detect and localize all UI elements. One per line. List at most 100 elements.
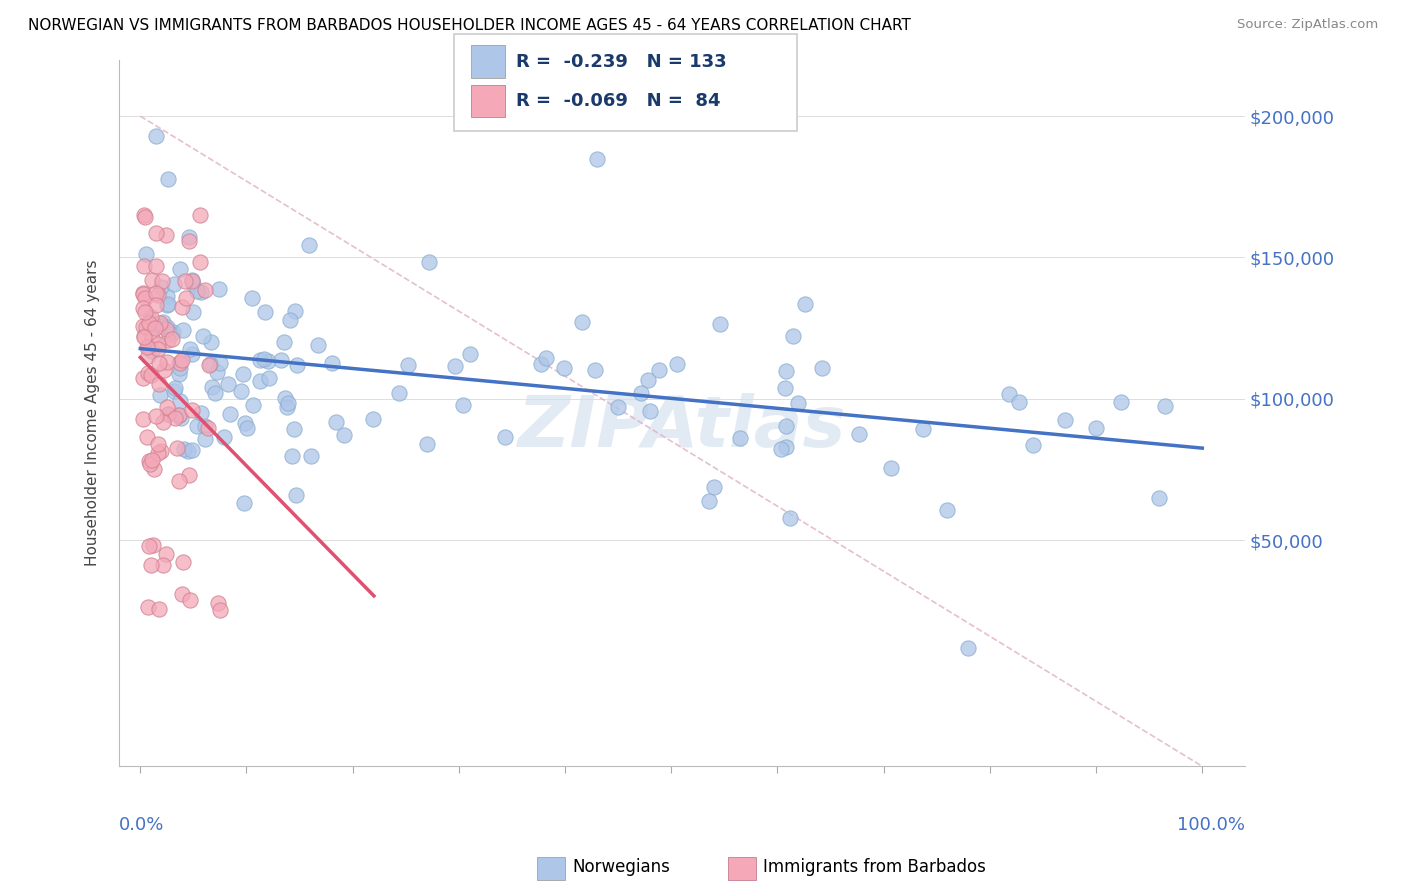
- Point: [198, 357, 221, 371]
- Point: [132, 208, 155, 222]
- Point: [132, 371, 155, 385]
- Point: [287, 358, 309, 372]
- Point: [167, 409, 190, 423]
- Point: [1008, 395, 1031, 409]
- Point: [138, 339, 160, 353]
- Point: [628, 81, 651, 95]
- Text: R =  -0.069   N =  84: R = -0.069 N = 84: [516, 92, 720, 110]
- Point: [177, 230, 200, 244]
- Point: [180, 347, 202, 361]
- Point: [451, 398, 474, 412]
- Point: [146, 437, 169, 451]
- Point: [236, 421, 259, 435]
- Point: [775, 364, 797, 378]
- Point: [697, 494, 720, 508]
- Point: [415, 436, 437, 450]
- Point: [141, 343, 163, 358]
- Point: [307, 337, 329, 351]
- Point: [242, 398, 264, 412]
- Point: [530, 357, 553, 371]
- Point: [444, 359, 467, 374]
- Point: [143, 462, 166, 476]
- Point: [156, 289, 179, 303]
- Point: [647, 363, 669, 377]
- Point: [1154, 399, 1177, 413]
- Point: [145, 286, 167, 301]
- Point: [141, 453, 163, 467]
- Point: [194, 284, 217, 298]
- Point: [136, 339, 159, 353]
- Point: [209, 356, 232, 370]
- Point: [911, 422, 934, 436]
- Point: [152, 415, 174, 429]
- Point: [146, 288, 169, 302]
- Point: [1054, 413, 1077, 427]
- Point: [153, 363, 176, 377]
- Point: [145, 298, 167, 312]
- Point: [1022, 438, 1045, 452]
- Point: [218, 408, 240, 422]
- Point: [332, 428, 354, 442]
- Point: [160, 326, 183, 341]
- Point: [361, 411, 384, 425]
- Point: [160, 332, 183, 346]
- Point: [193, 432, 215, 446]
- Point: [170, 300, 193, 314]
- Point: [149, 316, 172, 330]
- Point: [208, 282, 231, 296]
- Point: [172, 323, 194, 337]
- Point: [132, 329, 155, 343]
- Point: [283, 422, 305, 436]
- Point: [141, 331, 163, 345]
- Point: [134, 329, 156, 343]
- Point: [458, 347, 481, 361]
- Point: [179, 592, 201, 607]
- Point: [259, 370, 281, 384]
- Point: [637, 373, 659, 387]
- Point: [190, 406, 212, 420]
- Point: [149, 280, 172, 294]
- Point: [190, 285, 212, 299]
- Point: [143, 321, 166, 335]
- Point: [139, 368, 162, 383]
- Point: [162, 325, 184, 339]
- Point: [201, 380, 224, 394]
- Point: [172, 587, 194, 601]
- Point: [167, 475, 190, 489]
- Point: [156, 320, 179, 334]
- Point: [136, 349, 159, 363]
- Point: [169, 394, 191, 409]
- Point: [418, 255, 440, 269]
- Point: [141, 314, 163, 328]
- Point: [169, 361, 191, 376]
- Point: [571, 315, 593, 329]
- Point: [172, 555, 194, 569]
- Point: [135, 247, 157, 261]
- Point: [132, 301, 155, 315]
- Point: [1109, 395, 1132, 409]
- Point: [810, 360, 832, 375]
- Point: [274, 392, 297, 406]
- Point: [325, 415, 347, 429]
- Point: [157, 172, 180, 186]
- Point: [997, 387, 1019, 401]
- Y-axis label: Householder Income Ages 45 - 64 years: Householder Income Ages 45 - 64 years: [86, 260, 100, 566]
- Point: [638, 404, 661, 418]
- Point: [138, 540, 160, 554]
- Point: [273, 334, 295, 349]
- Point: [253, 305, 276, 319]
- Point: [217, 377, 239, 392]
- Point: [145, 259, 167, 273]
- Point: [176, 291, 198, 305]
- Point: [169, 408, 191, 422]
- Point: [179, 343, 201, 357]
- Point: [665, 357, 688, 371]
- Point: [138, 457, 160, 471]
- Point: [169, 262, 191, 277]
- Point: [880, 461, 903, 475]
- Text: 100.0%: 100.0%: [1177, 816, 1244, 834]
- Point: [156, 407, 179, 421]
- Point: [132, 319, 155, 334]
- Point: [709, 317, 731, 331]
- Point: [156, 355, 179, 369]
